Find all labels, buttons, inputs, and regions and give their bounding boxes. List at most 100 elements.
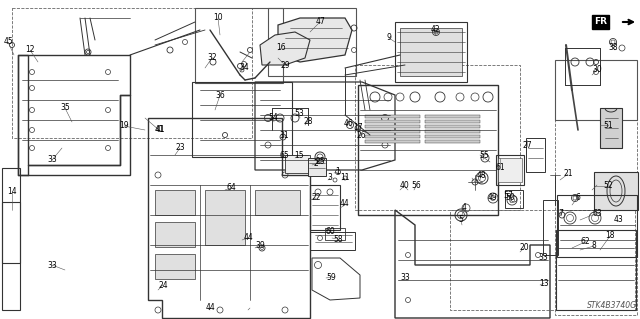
Text: 25: 25 [315, 158, 325, 167]
Bar [425, 120, 480, 123]
Bar [12, 8, 252, 138]
Text: 46: 46 [344, 118, 354, 128]
Text: 17: 17 [353, 123, 363, 132]
Bar [2, 168, 20, 263]
Text: 33: 33 [47, 155, 57, 165]
Bar [268, 8, 356, 76]
Text: 31: 31 [279, 131, 289, 140]
Text: 38: 38 [608, 43, 618, 53]
Text: 5: 5 [459, 216, 463, 225]
Text: 42: 42 [430, 26, 440, 34]
Text: 56: 56 [411, 182, 421, 190]
Text: 60: 60 [325, 227, 335, 236]
Text: FR: FR [594, 18, 607, 26]
Text: 24: 24 [158, 280, 168, 290]
Text: 50: 50 [505, 194, 515, 203]
Text: 19: 19 [119, 122, 129, 130]
Text: 22: 22 [311, 194, 321, 203]
Bar [365, 125, 420, 128]
Text: 10: 10 [213, 13, 223, 23]
Text: 52: 52 [603, 182, 613, 190]
Polygon shape [278, 18, 352, 62]
Polygon shape [600, 108, 622, 148]
Text: 28: 28 [303, 116, 313, 125]
Bar [365, 140, 420, 143]
Text: 35: 35 [60, 103, 70, 113]
Bar [155, 254, 195, 279]
Text: 1: 1 [335, 167, 340, 176]
Bar [400, 28, 462, 76]
Bar [358, 85, 498, 215]
Bar [308, 158, 326, 176]
Text: 8: 8 [591, 241, 596, 250]
Bar [192, 82, 292, 157]
Bar [556, 230, 636, 310]
Bar [325, 228, 345, 240]
Text: 16: 16 [276, 43, 286, 53]
Text: 55: 55 [479, 151, 489, 160]
Text: 18: 18 [605, 232, 615, 241]
Bar [255, 190, 300, 215]
Text: 34: 34 [239, 63, 249, 72]
Text: 29: 29 [280, 61, 290, 70]
Text: 61: 61 [495, 164, 505, 173]
Text: 3: 3 [328, 174, 332, 182]
Bar [496, 155, 524, 185]
Text: 33: 33 [47, 261, 57, 270]
Text: 6: 6 [575, 192, 580, 202]
Text: 43: 43 [613, 216, 623, 225]
Bar [505, 190, 523, 208]
Text: 13: 13 [539, 278, 549, 287]
Bar [450, 210, 635, 310]
Bar [310, 232, 355, 250]
Text: 62: 62 [580, 238, 590, 247]
Text: 49: 49 [487, 192, 497, 202]
Bar [310, 185, 340, 230]
Bar [395, 22, 467, 82]
Bar [365, 135, 420, 138]
Bar [557, 195, 637, 257]
Bar [2, 202, 20, 310]
Text: 59: 59 [326, 272, 336, 281]
Text: 48: 48 [476, 170, 486, 180]
Text: 41: 41 [154, 125, 164, 135]
Bar [155, 190, 195, 215]
Text: 9: 9 [387, 33, 392, 42]
Bar [365, 130, 420, 133]
Bar [555, 60, 637, 120]
Text: STK4B3740G: STK4B3740G [587, 301, 637, 310]
Text: FR: FR [594, 18, 607, 26]
Text: 40: 40 [399, 182, 409, 190]
Bar [425, 125, 480, 128]
Text: 33: 33 [400, 273, 410, 283]
Text: 44: 44 [243, 234, 253, 242]
Text: 26: 26 [356, 130, 366, 139]
Bar [285, 155, 310, 173]
Bar [555, 120, 637, 315]
Text: 54: 54 [268, 113, 278, 122]
Bar [498, 158, 522, 182]
Text: 57: 57 [503, 190, 513, 199]
Text: 65: 65 [279, 151, 289, 160]
Text: 53: 53 [294, 108, 304, 117]
Bar [365, 120, 420, 123]
Text: 27: 27 [522, 142, 532, 151]
Text: 7: 7 [559, 209, 563, 218]
Bar [425, 140, 480, 143]
Polygon shape [260, 32, 310, 65]
Text: 58: 58 [333, 234, 343, 243]
Text: 11: 11 [340, 174, 349, 182]
Text: 30: 30 [592, 65, 602, 75]
Text: 39: 39 [255, 241, 265, 249]
Text: 36: 36 [215, 91, 225, 100]
Bar [543, 200, 558, 255]
Text: 20: 20 [519, 243, 529, 253]
Text: 32: 32 [207, 54, 217, 63]
Text: 12: 12 [25, 46, 35, 55]
Bar [425, 130, 480, 133]
Text: 4: 4 [461, 204, 467, 212]
Text: 44: 44 [205, 303, 215, 313]
Polygon shape [594, 172, 638, 210]
Text: 44: 44 [340, 198, 350, 207]
Bar [205, 190, 245, 245]
